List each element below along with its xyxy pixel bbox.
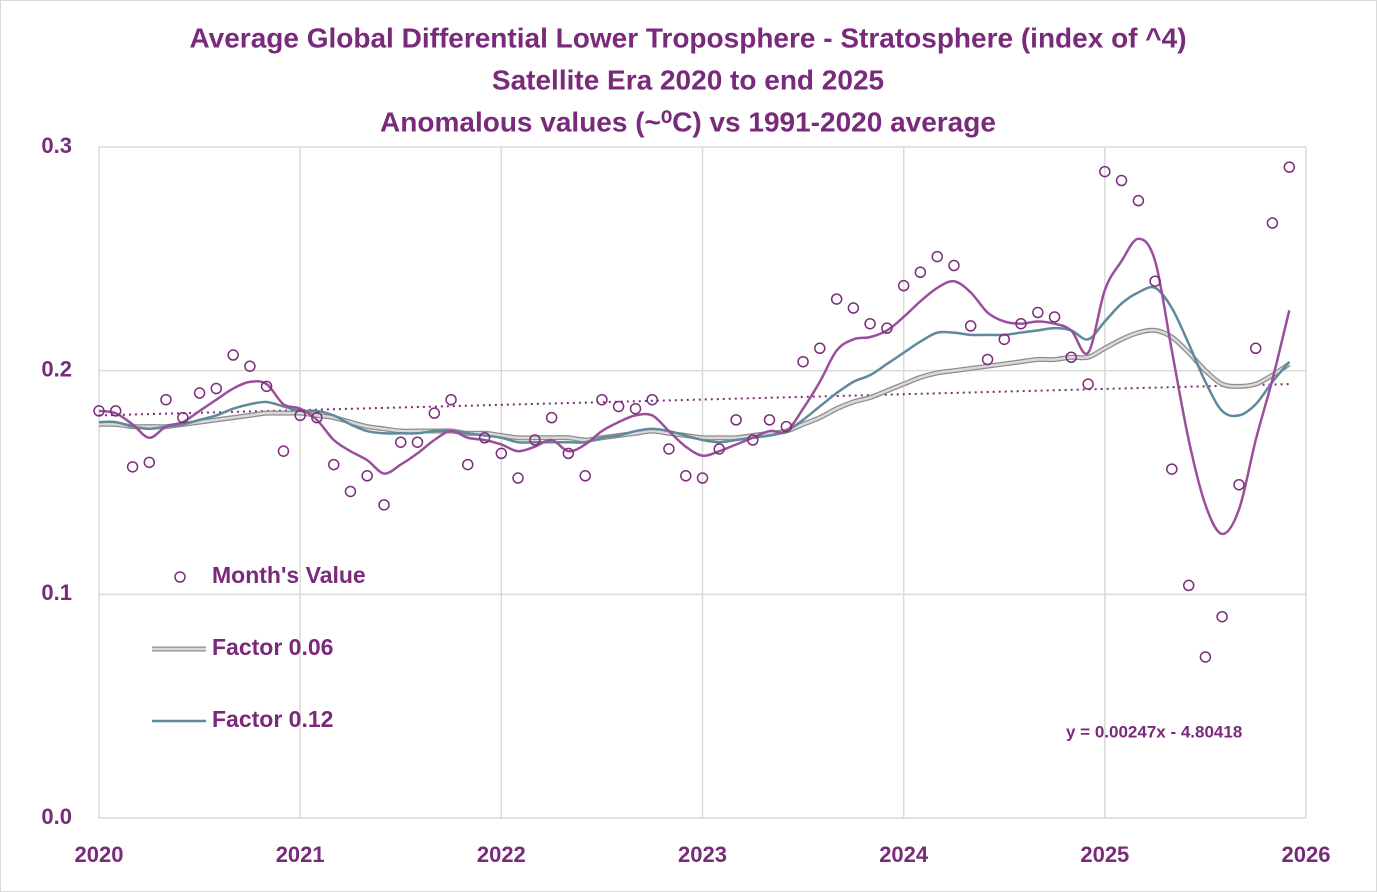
point xyxy=(277,445,290,457)
point xyxy=(1065,351,1077,363)
point xyxy=(914,266,927,279)
point xyxy=(545,411,558,424)
point xyxy=(830,293,843,305)
x-tick-label: 2024 xyxy=(879,842,929,867)
point xyxy=(1132,194,1145,207)
point xyxy=(478,432,491,444)
point xyxy=(328,458,340,471)
point xyxy=(847,302,860,314)
legend-label: Factor 0.12 xyxy=(212,706,333,732)
point xyxy=(680,470,692,482)
point xyxy=(713,443,725,455)
point xyxy=(864,317,876,330)
point xyxy=(1082,378,1094,390)
point xyxy=(260,380,273,393)
point xyxy=(411,436,424,448)
point xyxy=(1015,317,1027,330)
point xyxy=(1099,165,1111,178)
point xyxy=(629,402,642,415)
point xyxy=(663,443,675,455)
point xyxy=(562,447,575,460)
point xyxy=(311,411,323,424)
x-tick-label: 2021 xyxy=(276,842,325,867)
point xyxy=(612,400,625,413)
point xyxy=(596,393,608,406)
point xyxy=(797,355,809,368)
chart-title: Average Global Differential Lower Tropos… xyxy=(189,22,1186,53)
point xyxy=(160,393,172,406)
point xyxy=(579,470,591,482)
y-tick-label: 0.1 xyxy=(41,580,72,605)
x-tick-label: 2026 xyxy=(1282,842,1331,867)
point xyxy=(1115,174,1128,187)
point xyxy=(964,320,977,332)
point xyxy=(897,279,910,292)
point xyxy=(361,470,373,482)
point xyxy=(244,360,256,372)
point xyxy=(378,499,390,511)
point xyxy=(529,434,541,446)
point xyxy=(1233,478,1245,491)
chart-subtitle: Anomalous values (~⁰C) vs 1991-2020 aver… xyxy=(380,106,996,137)
point xyxy=(227,349,239,361)
point xyxy=(177,411,189,424)
point xyxy=(495,447,508,460)
point xyxy=(1149,275,1161,287)
point xyxy=(1283,161,1296,173)
point xyxy=(1048,311,1061,323)
point xyxy=(814,342,826,355)
point xyxy=(747,434,759,446)
line xyxy=(98,237,1291,536)
point xyxy=(1166,463,1178,475)
point xyxy=(1032,306,1044,319)
legend-label: Month's Value xyxy=(212,562,366,588)
chart-subtitle: Satellite Era 2020 to end 2025 xyxy=(492,64,884,95)
point xyxy=(428,407,441,419)
y-tick-label: 0.3 xyxy=(41,133,72,158)
y-tick-label: 0.0 xyxy=(41,804,72,829)
point xyxy=(395,436,407,448)
point xyxy=(646,393,658,406)
point xyxy=(881,322,893,334)
point xyxy=(93,405,105,417)
point xyxy=(193,387,206,399)
point xyxy=(512,472,524,484)
point xyxy=(294,409,306,422)
point xyxy=(1216,610,1228,623)
x-tick-label: 2023 xyxy=(678,842,727,867)
point xyxy=(1182,579,1195,592)
point xyxy=(445,393,457,406)
legend-marker xyxy=(174,571,186,583)
point xyxy=(998,333,1010,346)
point xyxy=(109,405,122,417)
point xyxy=(344,485,357,498)
point xyxy=(1249,342,1262,355)
point xyxy=(931,250,944,263)
point xyxy=(730,414,742,426)
trendline-equation: y = 0.00247x - 4.80418 xyxy=(1066,722,1242,741)
x-tick-label: 2020 xyxy=(75,842,124,867)
point xyxy=(461,458,474,471)
point xyxy=(143,456,156,469)
point xyxy=(948,259,960,272)
x-tick-label: 2022 xyxy=(477,842,526,867)
point xyxy=(126,461,139,473)
y-tick-label: 0.2 xyxy=(41,356,72,381)
point xyxy=(763,414,776,426)
point xyxy=(981,353,994,366)
point xyxy=(696,472,709,484)
point xyxy=(1199,651,1212,663)
legend-label: Factor 0.06 xyxy=(212,634,333,660)
point xyxy=(780,420,793,433)
x-tick-label: 2025 xyxy=(1080,842,1129,867)
point xyxy=(210,382,223,395)
point xyxy=(1266,217,1279,229)
